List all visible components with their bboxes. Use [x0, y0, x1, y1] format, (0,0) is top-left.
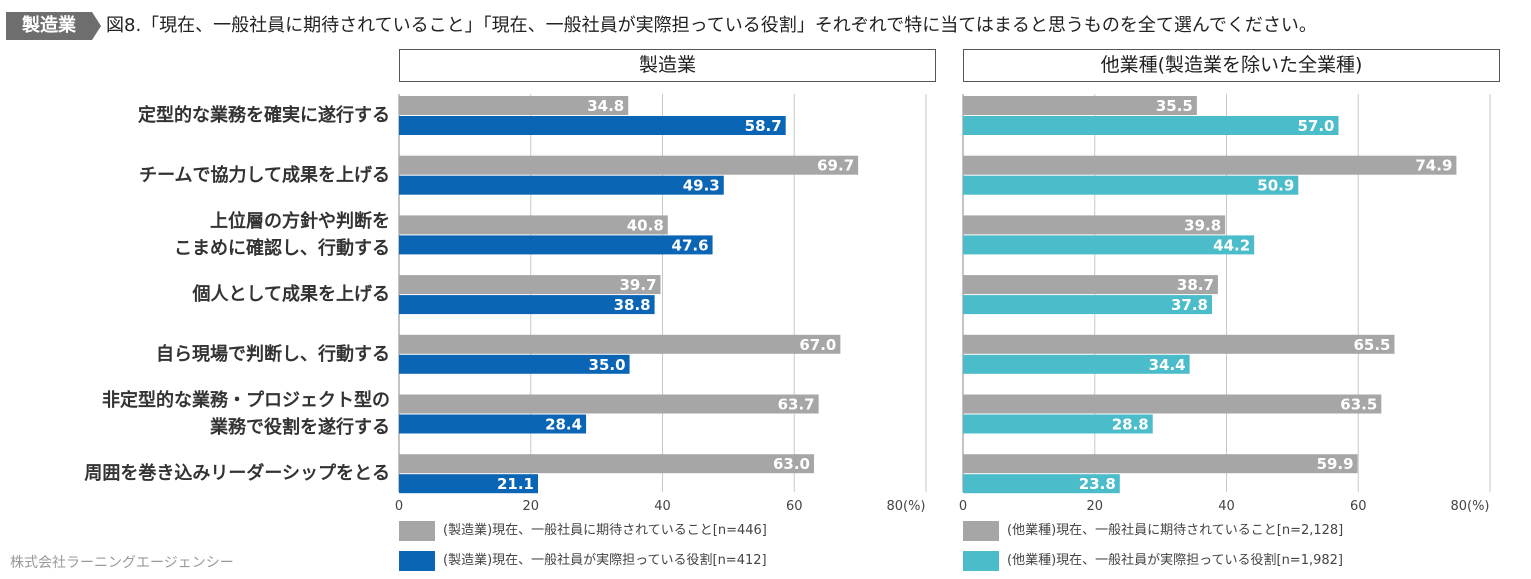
x-tick-label: 60	[1350, 499, 1367, 514]
bar	[963, 175, 1299, 195]
legend-label: (製造業)現在、一般社員が実際担っている役割[n=412]	[443, 553, 767, 568]
bar	[399, 454, 815, 474]
x-tick-label: 0	[395, 499, 403, 514]
bar-value-label: 39.7	[620, 276, 657, 294]
bar	[963, 354, 1190, 374]
legend-label: (製造業)現在、一般社員に期待されていること[n=446]	[443, 523, 767, 538]
category-label-line: 定型的な業務を確実に遂行する	[138, 105, 390, 126]
x-tick-label: 0	[959, 499, 967, 514]
bar	[963, 295, 1213, 315]
tag-arrow	[92, 12, 101, 40]
bar	[399, 215, 668, 235]
x-tick-label: 40	[1218, 499, 1235, 514]
bar	[963, 96, 1197, 115]
figure-title: 図8.「現在、一般社員に期待されていること」「現在、一般社員が実際担っている役割…	[106, 15, 1317, 36]
category-label: 周囲を巻き込みリーダーシップをとる	[84, 460, 390, 487]
bar-value-label: 37.8	[1171, 296, 1208, 314]
legend-label: (他業種)現在、一般社員に期待されていること[n=2,128]	[1007, 523, 1344, 538]
legend-swatch-gray	[399, 521, 435, 541]
legend-label: (他業種)現在、一般社員が実際担っている役割[n=1,982]	[1007, 553, 1343, 568]
category-label-line: こまめに確認し、行動する	[174, 237, 390, 259]
category-label: チームで協力して成果を上げる	[139, 162, 390, 189]
bar	[399, 414, 587, 434]
bar-value-label: 44.2	[1213, 236, 1250, 254]
bar-value-label: 34.4	[1149, 356, 1186, 374]
bar	[963, 414, 1153, 434]
bar-value-label: 65.5	[1353, 336, 1390, 354]
bar-value-label: 38.8	[614, 296, 651, 314]
category-label-line: 周囲を巻き込みリーダーシップをとる	[84, 463, 390, 485]
category-label-line: 自ら現場で判断し、行動する	[156, 343, 390, 365]
category-label-line: 業務で役割を遂行する	[210, 417, 390, 438]
bar-value-label: 63.7	[778, 396, 815, 414]
category-label-line: 上位層の方針や判断を	[210, 210, 390, 232]
category-label-line: 非定型的な業務・プロジェクト型の	[102, 390, 390, 411]
bar-value-label: 40.8	[627, 216, 664, 234]
industry-tag: 製造業	[6, 12, 92, 40]
bar	[963, 155, 1457, 175]
bar-value-label: 57.0	[1297, 117, 1334, 135]
bar	[399, 295, 655, 315]
legend-swatch-blue	[399, 551, 435, 571]
legend-swatch-gray	[963, 521, 999, 541]
bar-value-label: 21.1	[497, 475, 534, 493]
bar	[963, 275, 1218, 295]
bar-value-label: 63.5	[1340, 396, 1377, 414]
legend-swatch-teal	[963, 551, 999, 571]
bar-value-label: 28.8	[1112, 416, 1149, 434]
bar-value-label: 39.8	[1184, 216, 1221, 234]
bar	[399, 275, 661, 295]
category-label-line: チームで協力して成果を上げる	[139, 164, 390, 186]
panel-title-manufacturing: 製造業	[399, 49, 936, 82]
x-tick-label: 40	[654, 499, 671, 514]
x-tick-label: 20	[1086, 499, 1103, 514]
bar-value-label: 67.0	[799, 336, 836, 354]
bar	[399, 334, 841, 354]
bar-value-label: 58.7	[745, 117, 782, 135]
bar	[963, 116, 1339, 135]
x-tick-label: 20	[522, 499, 539, 514]
bar	[399, 96, 629, 115]
category-label: 非定型的な業務・プロジェクト型の業務で役割を遂行する	[102, 387, 390, 441]
bar-value-label: 28.4	[545, 416, 582, 434]
bar	[399, 354, 630, 374]
bar	[399, 235, 713, 255]
x-tick-label: 80(%)	[886, 499, 925, 514]
bar-value-label: 74.9	[1415, 157, 1452, 175]
bar	[399, 394, 819, 414]
bar	[963, 334, 1395, 354]
category-label: 自ら現場で判断し、行動する	[156, 341, 390, 368]
bar	[963, 215, 1226, 235]
bar	[399, 175, 724, 195]
header: 製造業 図8.「現在、一般社員に期待されていること」「現在、一般社員が実際担って…	[6, 8, 1526, 42]
bar-value-label: 35.5	[1156, 97, 1193, 115]
panel-title-other-industries: 他業種(製造業を除いた全業種)	[963, 49, 1500, 82]
bar-value-label: 63.0	[773, 455, 810, 473]
bar-value-label: 35.0	[589, 356, 626, 374]
bar	[963, 454, 1358, 474]
category-label: 定型的な業務を確実に遂行する	[138, 102, 390, 129]
bar-value-label: 49.3	[683, 177, 720, 195]
bar	[399, 474, 538, 494]
bar-value-label: 50.9	[1257, 177, 1294, 195]
bar	[963, 474, 1120, 494]
bar	[963, 394, 1382, 414]
bar-value-label: 47.6	[672, 236, 709, 254]
x-tick-label: 80(%)	[1450, 499, 1489, 514]
bar-value-label: 23.8	[1079, 475, 1116, 493]
category-label: 個人として成果を上げる	[193, 281, 390, 308]
bar-value-label: 69.7	[817, 157, 854, 175]
bar	[963, 235, 1255, 255]
bar-value-label: 34.8	[587, 97, 624, 115]
bar	[399, 155, 859, 175]
category-label-line: 個人として成果を上げる	[192, 284, 390, 306]
category-label: 上位層の方針や判断をこまめに確認し、行動する	[174, 208, 390, 262]
source-credit: 株式会社ラーニングエージェンシー	[10, 555, 234, 571]
bar-value-label: 38.7	[1177, 276, 1214, 294]
bar-value-label: 59.9	[1317, 455, 1354, 473]
x-tick-label: 60	[786, 499, 803, 514]
bar	[399, 116, 786, 135]
